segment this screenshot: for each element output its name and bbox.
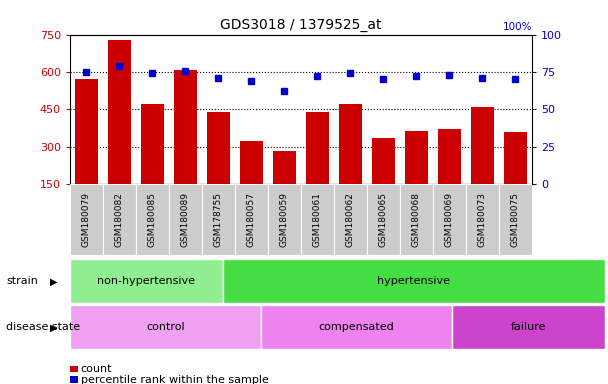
Text: GSM178755: GSM178755 xyxy=(214,192,223,247)
Text: GSM180082: GSM180082 xyxy=(115,192,124,247)
Bar xyxy=(223,259,605,303)
Bar xyxy=(70,305,261,349)
Text: GSM180059: GSM180059 xyxy=(280,192,289,247)
Text: GSM180065: GSM180065 xyxy=(379,192,388,247)
Text: count: count xyxy=(81,364,112,374)
Text: GSM180079: GSM180079 xyxy=(82,192,91,247)
Text: GSM180073: GSM180073 xyxy=(478,192,487,247)
Text: strain: strain xyxy=(6,276,38,286)
Text: GSM180062: GSM180062 xyxy=(346,192,355,247)
Bar xyxy=(405,131,428,222)
Text: GSM180068: GSM180068 xyxy=(412,192,421,247)
Bar xyxy=(70,259,223,303)
Bar xyxy=(452,305,605,349)
Bar xyxy=(433,184,466,255)
Bar xyxy=(273,151,296,222)
Bar xyxy=(367,184,400,255)
Bar xyxy=(466,184,499,255)
Bar xyxy=(207,112,230,222)
Bar xyxy=(70,184,103,255)
Bar xyxy=(261,305,452,349)
Text: GSM180069: GSM180069 xyxy=(445,192,454,247)
Text: disease state: disease state xyxy=(6,322,80,333)
Bar xyxy=(301,184,334,255)
Text: GSM180085: GSM180085 xyxy=(148,192,157,247)
Text: non-hypertensive: non-hypertensive xyxy=(97,276,195,286)
Bar xyxy=(268,184,301,255)
Bar xyxy=(240,141,263,222)
Bar xyxy=(334,184,367,255)
Text: compensated: compensated xyxy=(319,322,395,333)
Text: percentile rank within the sample: percentile rank within the sample xyxy=(81,375,269,384)
Bar xyxy=(174,70,197,222)
Text: GSM180061: GSM180061 xyxy=(313,192,322,247)
Bar xyxy=(471,107,494,222)
Bar xyxy=(108,40,131,222)
Bar xyxy=(372,138,395,222)
Text: failure: failure xyxy=(511,322,546,333)
Bar xyxy=(103,184,136,255)
Text: GSM180075: GSM180075 xyxy=(511,192,520,247)
Bar xyxy=(339,104,362,222)
Bar xyxy=(438,129,461,222)
Text: ▶: ▶ xyxy=(50,322,58,333)
Text: GSM180089: GSM180089 xyxy=(181,192,190,247)
Bar xyxy=(75,79,98,222)
Bar xyxy=(141,104,164,222)
Bar xyxy=(504,132,527,222)
Title: GDS3018 / 1379525_at: GDS3018 / 1379525_at xyxy=(220,18,382,32)
Bar xyxy=(499,184,532,255)
Text: control: control xyxy=(146,322,185,333)
Bar xyxy=(235,184,268,255)
Bar xyxy=(306,112,329,222)
Text: ▶: ▶ xyxy=(50,276,58,286)
Bar xyxy=(169,184,202,255)
Bar xyxy=(136,184,169,255)
Bar xyxy=(202,184,235,255)
Text: 100%: 100% xyxy=(502,22,532,31)
Bar xyxy=(400,184,433,255)
Text: GSM180057: GSM180057 xyxy=(247,192,256,247)
Text: hypertensive: hypertensive xyxy=(378,276,451,286)
